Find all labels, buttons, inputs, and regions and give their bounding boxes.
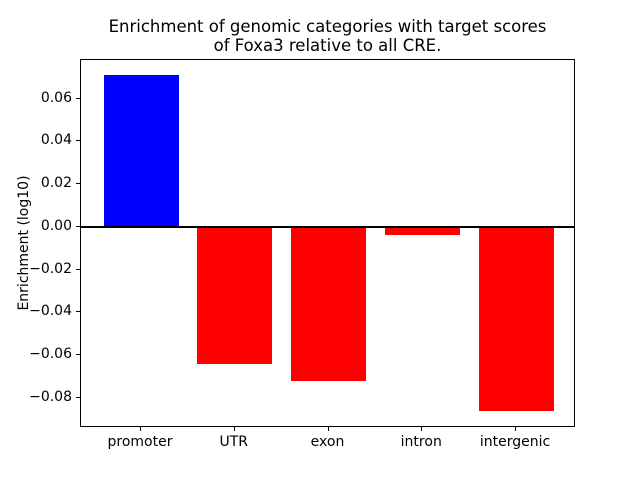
y-tick [76, 311, 80, 313]
zero-line [81, 225, 574, 228]
y-axis-label: Enrichment (log10) [16, 175, 32, 311]
x-tick-label: intron [400, 434, 442, 450]
x-tick-label: UTR [219, 434, 249, 450]
x-tick-label: intergenic [479, 434, 551, 450]
y-tick-label: 0.00 [40, 217, 72, 234]
x-tick [327, 427, 329, 431]
y-tick-label: −0.02 [29, 260, 72, 277]
bar-intron [384, 226, 460, 236]
y-tick [76, 225, 80, 227]
chart-title: Enrichment of genomic categories with ta… [108, 17, 547, 56]
x-tick [421, 427, 423, 431]
y-tick-label: 0.02 [40, 175, 72, 192]
y-tick-label: −0.08 [29, 389, 72, 406]
x-tick [140, 427, 141, 431]
plot-area [80, 59, 575, 427]
bar-promoter [103, 74, 179, 227]
y-tick [76, 397, 80, 399]
bar-intergenic [478, 226, 554, 411]
y-tick [76, 140, 80, 142]
y-tick-label: 0.06 [40, 89, 72, 106]
y-tick [76, 183, 80, 185]
x-tick-label: exon [310, 434, 345, 450]
y-tick-label: −0.06 [29, 346, 72, 363]
bar-UTR [197, 226, 273, 364]
y-tick [76, 354, 80, 356]
bar-exon [291, 226, 366, 381]
x-tick-label: promoter [107, 434, 173, 450]
x-tick [233, 427, 235, 431]
y-tick-label: −0.04 [29, 303, 72, 320]
x-tick [515, 427, 516, 431]
y-tick-label: 0.04 [40, 132, 72, 149]
y-tick [76, 97, 80, 99]
y-tick [76, 268, 80, 270]
